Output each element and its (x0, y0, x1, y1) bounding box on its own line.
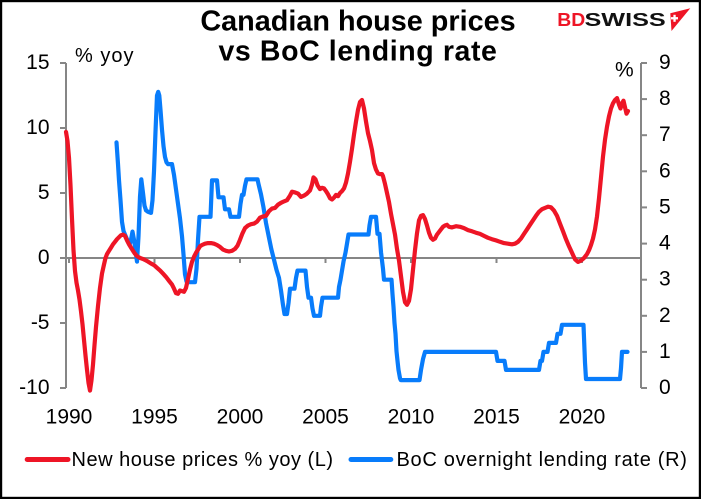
svg-text:-10: -10 (19, 376, 49, 399)
svg-text:9: 9 (659, 51, 671, 74)
svg-text:2010: 2010 (388, 406, 435, 429)
svg-text:4: 4 (659, 232, 671, 255)
svg-text:15: 15 (26, 51, 49, 74)
svg-text:-5: -5 (31, 311, 50, 334)
svg-text:vs BoC lending rate: vs BoC lending rate (218, 36, 497, 68)
svg-text:5: 5 (659, 195, 671, 218)
svg-text:Canadian house prices: Canadian house prices (200, 6, 515, 38)
svg-text:%: % (615, 59, 634, 82)
svg-text:0: 0 (659, 376, 671, 399)
svg-text:5: 5 (38, 181, 50, 204)
svg-text:3: 3 (659, 268, 671, 291)
svg-text:0: 0 (38, 246, 50, 269)
svg-text:BD: BD (557, 10, 585, 30)
svg-text:BoC overnight lending rate (R): BoC overnight lending rate (R) (397, 449, 688, 471)
svg-text:2000: 2000 (217, 406, 264, 429)
svg-text:1: 1 (659, 340, 671, 363)
svg-text:6: 6 (659, 159, 671, 182)
svg-text:7: 7 (659, 123, 671, 146)
svg-text:New house prices % yoy (L): New house prices % yoy (L) (72, 449, 334, 471)
svg-text:% yoy: % yoy (75, 45, 134, 67)
svg-text:2: 2 (659, 304, 671, 327)
svg-text:1990: 1990 (46, 406, 93, 429)
svg-text:2020: 2020 (559, 406, 606, 429)
svg-text:10: 10 (26, 116, 49, 139)
svg-text:1995: 1995 (131, 406, 178, 429)
svg-text:SWISS: SWISS (585, 9, 666, 30)
svg-text:8: 8 (659, 87, 671, 110)
svg-text:2015: 2015 (473, 406, 520, 429)
svg-text:2005: 2005 (302, 406, 349, 429)
